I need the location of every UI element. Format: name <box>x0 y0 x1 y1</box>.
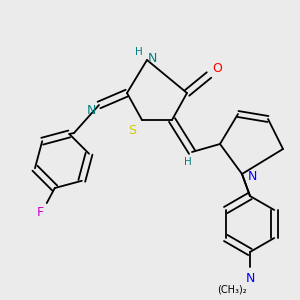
Text: N: N <box>245 272 255 284</box>
Text: F: F <box>37 206 44 218</box>
Text: O: O <box>212 62 222 76</box>
Text: N: N <box>248 170 257 184</box>
Text: N: N <box>86 103 96 116</box>
Text: H: H <box>135 47 143 57</box>
Text: N: N <box>148 52 158 64</box>
Text: S: S <box>128 124 136 136</box>
Text: (CH₃)₂: (CH₃)₂ <box>217 285 247 295</box>
Text: H: H <box>184 157 192 167</box>
